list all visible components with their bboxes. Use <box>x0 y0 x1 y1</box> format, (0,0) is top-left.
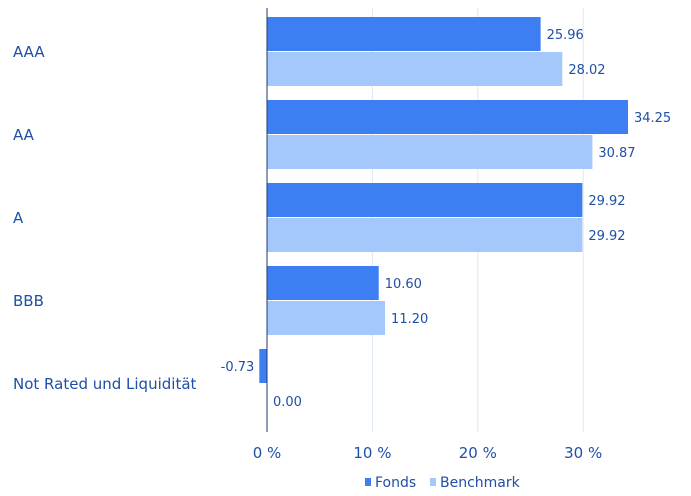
bar-fonds-0 <box>267 17 541 51</box>
value-label-fonds-1: 34.25 <box>634 111 671 126</box>
bar-benchmark-3 <box>267 301 386 335</box>
category-label-2: A <box>13 209 24 227</box>
value-label-fonds-2: 29.92 <box>588 194 625 209</box>
legend-label-fonds: Fonds <box>375 475 416 491</box>
bar-fonds-1 <box>267 100 628 134</box>
legend-swatch-fonds <box>365 478 371 486</box>
value-label-fonds-4: -0.73 <box>221 360 255 375</box>
value-label-fonds-3: 10.60 <box>385 277 422 292</box>
legend-swatch-benchmark <box>430 478 436 486</box>
tick-labels: 0 % 10 % 20 % 30 % <box>253 444 603 462</box>
legend-label-benchmark: Benchmark <box>440 475 521 491</box>
value-label-fonds-0: 25.96 <box>547 28 584 43</box>
bar-benchmark-2 <box>267 218 583 252</box>
value-label-benchmark-1: 30.87 <box>598 146 635 161</box>
bars: 25.96 28.02 34.25 30.87 29.92 29.92 10.60 11.20… <box>221 17 671 410</box>
bar-benchmark-0 <box>267 52 563 86</box>
bar-benchmark-1 <box>267 135 593 169</box>
x-tick-label-30: 30 % <box>564 444 602 462</box>
bar-fonds-4 <box>259 349 267 383</box>
value-label-benchmark-2: 29.92 <box>588 229 625 244</box>
value-label-benchmark-3: 11.20 <box>391 312 428 327</box>
bar-fonds-2 <box>267 183 583 217</box>
bar-fonds-3 <box>267 266 379 300</box>
legend: Fonds Benchmark <box>365 475 521 491</box>
x-tick-label-10: 10 % <box>353 444 391 462</box>
category-label-3: BBB <box>13 292 44 310</box>
category-label-1: AA <box>13 126 35 144</box>
value-label-benchmark-4: 0.00 <box>273 395 302 410</box>
value-label-benchmark-0: 28.02 <box>568 63 605 78</box>
x-tick-label-20: 20 % <box>459 444 497 462</box>
x-tick-label-0: 0 % <box>253 444 282 462</box>
category-label-4: Not Rated und Liquidität <box>13 375 197 393</box>
category-label-0: AAA <box>13 43 45 61</box>
